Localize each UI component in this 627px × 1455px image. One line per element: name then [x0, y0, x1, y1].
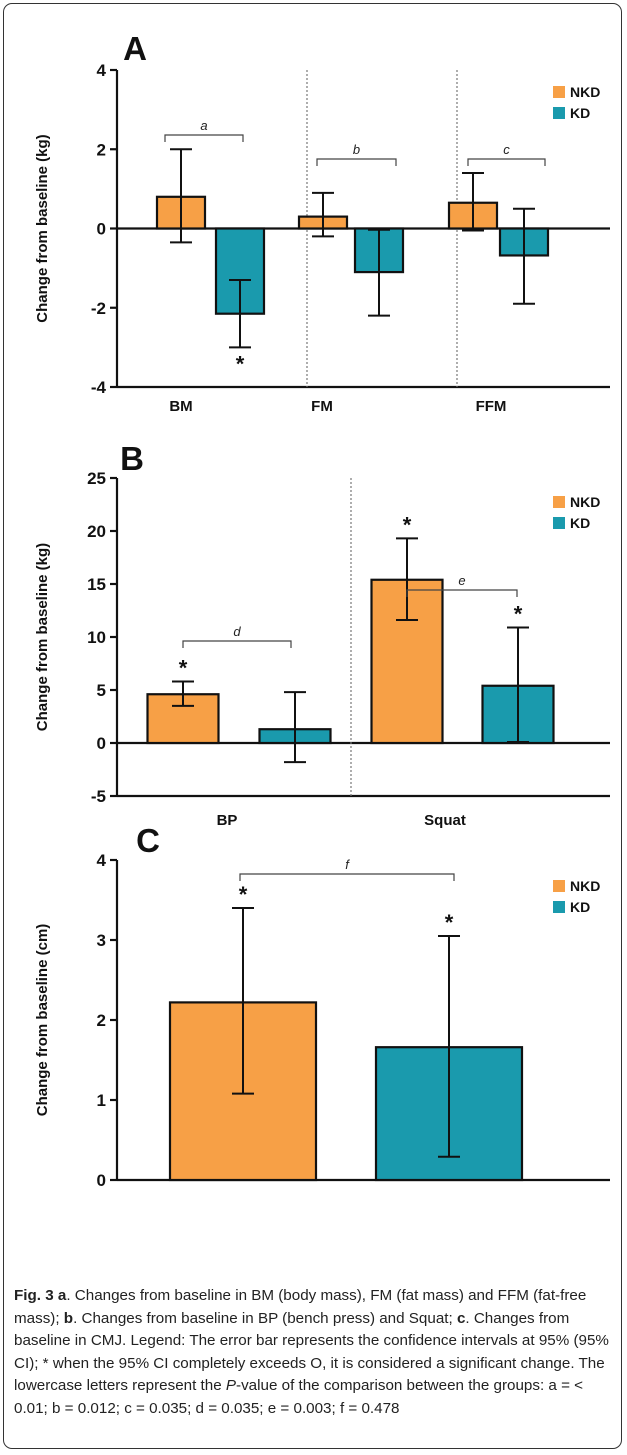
panel-c-y-axis-title: Change from baseline (cm): [34, 924, 51, 1117]
caption-text-a: . Changes from baseline in BM (body mass…: [14, 1287, 587, 1327]
panel-c-label: C: [136, 822, 160, 859]
panel-c-y-tick-label: 1: [97, 1091, 106, 1110]
panel-a-y-axis-title: Change from baseline (kg): [34, 134, 51, 322]
panel-b-y-tick-label: 10: [87, 628, 106, 647]
panel-b-label: B: [120, 440, 144, 477]
panel-a-legend-swatch-kd: [553, 107, 565, 119]
panel-b-y-tick-label: -5: [91, 787, 106, 806]
caption-fig-label: Fig. 3: [14, 1287, 54, 1304]
panel-b-y-axis-title: Change from baseline (kg): [34, 543, 51, 731]
panel-b-legend-label-kd: KD: [570, 515, 590, 531]
panel-a-y-tick-label: -2: [91, 299, 106, 318]
panel-a-comparison-label: b: [353, 142, 360, 157]
panel-a-category-label: BM: [169, 398, 192, 415]
caption-c-label: c: [456, 1309, 466, 1327]
panel-a-comparison-bracket: [164, 134, 244, 142]
panel-a-y-tick-label: -4: [91, 378, 107, 397]
panel-c-y-tick-label: 0: [97, 1171, 106, 1190]
panel-b-legend-swatch-kd: [553, 517, 565, 529]
panel-b-comparison-label: e: [458, 573, 465, 588]
panel-c-significance-star: *: [239, 882, 248, 907]
panel-a-comparison-label: a: [200, 118, 207, 133]
caption-b-label: b: [63, 1309, 74, 1327]
panel-b-y-tick-label: 15: [87, 575, 106, 594]
panel-b-comparison-label: d: [233, 624, 241, 639]
panel-b-significance-star: *: [403, 512, 412, 537]
figure-charts: A -4 -2 0 2 4 Change from baseline (kg) BM FM FFM…: [34, 30, 610, 1190]
caption-a-label: a: [57, 1287, 67, 1304]
panel-c-y-tick-label: 3: [97, 931, 106, 950]
figure-frame: [3, 3, 622, 1449]
panel-a-legend-swatch-nkd: [553, 86, 565, 98]
caption-p-label: P: [225, 1377, 237, 1394]
panel-a-legend-label-kd: KD: [570, 105, 590, 121]
panel-b-y-tick-label: 0: [97, 734, 106, 753]
panel-a-comparison-label: c: [503, 142, 510, 157]
panel-a-category-label: FFM: [476, 398, 507, 415]
panel-a-y-tick-label: 4: [97, 61, 107, 80]
panel-b-y-tick-label: 25: [87, 469, 106, 488]
panel-c-legend-label-kd: KD: [570, 899, 590, 915]
panel-c-y-tick-label: 4: [97, 851, 107, 870]
panel-b-legend-swatch-nkd: [553, 496, 565, 508]
panel-b-y-tick-label: 20: [87, 522, 106, 541]
panel-a-legend-label-nkd: NKD: [570, 84, 600, 100]
panel-c-legend-swatch-kd: [553, 901, 565, 913]
panel-a-y-tick-label: 0: [97, 220, 106, 239]
panel-a-category-label: FM: [311, 398, 333, 415]
panel-a-label: A: [123, 30, 147, 67]
panel-a-comparison-bracket: [467, 158, 546, 166]
panel-b-category-label: Squat: [424, 812, 466, 829]
caption-text-b: . Changes from baseline in BP (bench pre…: [73, 1309, 457, 1327]
panel-b-comparison-bracket: [406, 589, 518, 597]
panel-c-legend-swatch-nkd: [553, 880, 565, 892]
panel-c-comparison-label: f: [345, 857, 350, 872]
panel-c-legend-label-nkd: NKD: [570, 878, 600, 894]
panel-b-significance-star: *: [514, 601, 523, 626]
panel-b-legend-label-nkd: NKD: [570, 494, 600, 510]
caption-text-p: -value of the comparison between the gro…: [14, 1377, 584, 1417]
panel-b-y-tick-label: 5: [97, 681, 106, 700]
panel-c-significance-star: *: [445, 910, 454, 935]
caption-text-c: . Changes from baseline in CMJ. Legend: …: [14, 1309, 609, 1395]
panel-a-y-tick-label: 2: [97, 140, 106, 159]
panel-a-comparison-bracket: [316, 158, 397, 166]
panel-b-significance-star: *: [179, 656, 188, 681]
panel-b-comparison-bracket: [182, 640, 292, 648]
panel-b-category-label: BP: [217, 812, 238, 829]
panel-c-comparison-bracket: [239, 873, 455, 881]
panel-a-significance-star: *: [236, 351, 245, 376]
panel-c-y-tick-label: 2: [97, 1011, 106, 1030]
figure-caption: Fig. 3 a. Changes from baseline in BM (b…: [14, 1285, 614, 1420]
